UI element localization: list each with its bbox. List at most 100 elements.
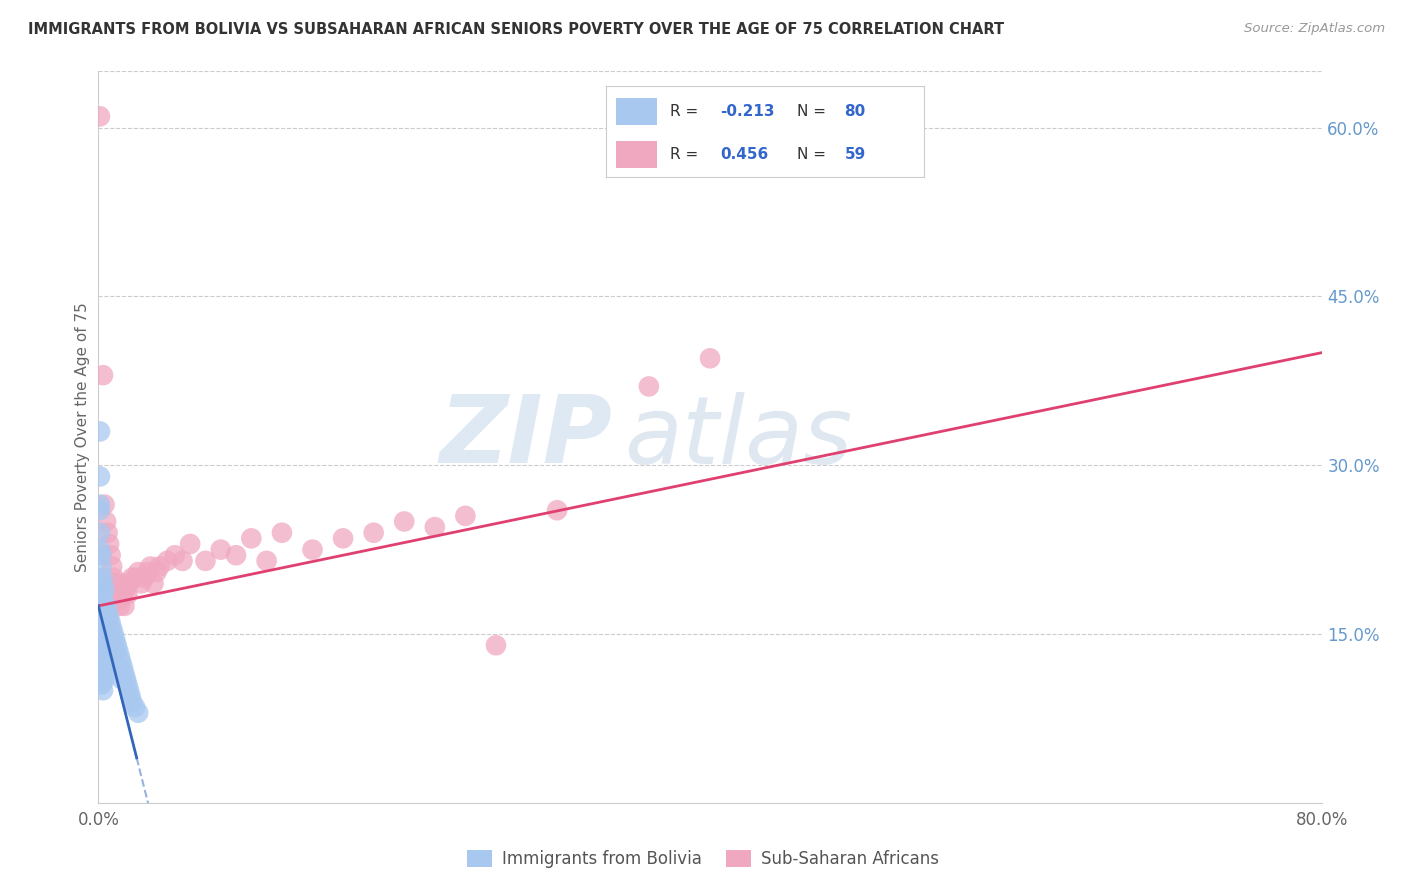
Point	[156, 554, 179, 568]
Point	[90, 610, 112, 624]
Point	[90, 678, 112, 692]
Point	[112, 599, 135, 613]
Point	[93, 610, 115, 624]
Point	[108, 649, 131, 664]
Point	[100, 548, 122, 562]
Point	[97, 610, 120, 624]
Point	[97, 525, 120, 540]
Point	[89, 469, 111, 483]
Legend: Immigrants from Bolivia, Sub-Saharan Africans: Immigrants from Bolivia, Sub-Saharan Afr…	[460, 843, 946, 875]
Point	[91, 661, 114, 675]
Point	[90, 627, 112, 641]
Point	[91, 652, 114, 666]
Point	[93, 672, 115, 686]
Point	[94, 515, 117, 529]
Point	[127, 565, 149, 579]
Point	[163, 548, 186, 562]
Point	[90, 559, 112, 574]
Point	[134, 571, 156, 585]
Point	[423, 520, 446, 534]
Point	[89, 503, 111, 517]
Point	[91, 599, 114, 613]
Point	[89, 425, 111, 439]
Point	[301, 542, 323, 557]
Point	[93, 638, 115, 652]
Point	[107, 644, 129, 658]
Point	[105, 588, 128, 602]
Point	[98, 644, 121, 658]
Point	[90, 599, 112, 613]
Point	[118, 576, 141, 591]
Point	[94, 649, 117, 664]
Point	[103, 638, 125, 652]
Point	[101, 638, 124, 652]
Point	[112, 666, 135, 681]
Point	[110, 672, 132, 686]
Point	[115, 582, 138, 596]
Point	[93, 627, 115, 641]
Point	[149, 559, 172, 574]
Point	[98, 610, 121, 624]
Point	[485, 638, 508, 652]
Point	[91, 644, 114, 658]
Point	[110, 576, 132, 591]
Point	[89, 599, 111, 613]
Point	[97, 638, 120, 652]
Point	[699, 351, 721, 366]
Point	[94, 599, 117, 613]
Point	[103, 644, 125, 658]
Point	[118, 683, 141, 698]
Point	[98, 537, 121, 551]
Point	[91, 638, 114, 652]
Point	[107, 593, 129, 607]
Point	[93, 498, 115, 512]
Point	[101, 621, 124, 635]
Point	[101, 632, 124, 647]
Y-axis label: Seniors Poverty Over the Age of 75: Seniors Poverty Over the Age of 75	[75, 302, 90, 572]
Point	[179, 537, 201, 551]
Point	[91, 666, 114, 681]
Text: atlas: atlas	[624, 392, 852, 483]
Point	[454, 508, 477, 523]
Point	[94, 638, 117, 652]
Point	[104, 644, 127, 658]
Point	[104, 632, 127, 647]
Point	[363, 525, 385, 540]
Point	[103, 571, 125, 585]
Point	[136, 565, 159, 579]
Point	[111, 661, 134, 675]
Point	[129, 576, 152, 591]
Point	[91, 571, 114, 585]
Point	[90, 615, 112, 630]
Point	[98, 627, 121, 641]
Point	[124, 700, 146, 714]
Point	[100, 615, 122, 630]
Point	[225, 548, 247, 562]
Point	[111, 588, 134, 602]
Point	[90, 649, 112, 664]
Point	[127, 706, 149, 720]
Point	[90, 548, 112, 562]
Point	[100, 627, 122, 641]
Point	[145, 565, 167, 579]
Point	[91, 588, 114, 602]
Point	[93, 599, 115, 613]
Point	[93, 661, 115, 675]
Point	[90, 661, 112, 675]
Point	[256, 554, 278, 568]
Point	[90, 632, 112, 647]
Point	[139, 559, 162, 574]
Point	[91, 621, 114, 635]
Point	[90, 548, 112, 562]
Point	[117, 678, 139, 692]
Text: IMMIGRANTS FROM BOLIVIA VS SUBSAHARAN AFRICAN SENIORS POVERTY OVER THE AGE OF 75: IMMIGRANTS FROM BOLIVIA VS SUBSAHARAN AF…	[28, 22, 1004, 37]
Point	[97, 621, 120, 635]
Point	[121, 571, 143, 585]
Point	[100, 632, 122, 647]
Point	[91, 571, 114, 585]
Point	[172, 554, 194, 568]
Point	[97, 605, 120, 619]
Point	[94, 661, 117, 675]
Point	[124, 571, 146, 585]
Point	[101, 559, 124, 574]
